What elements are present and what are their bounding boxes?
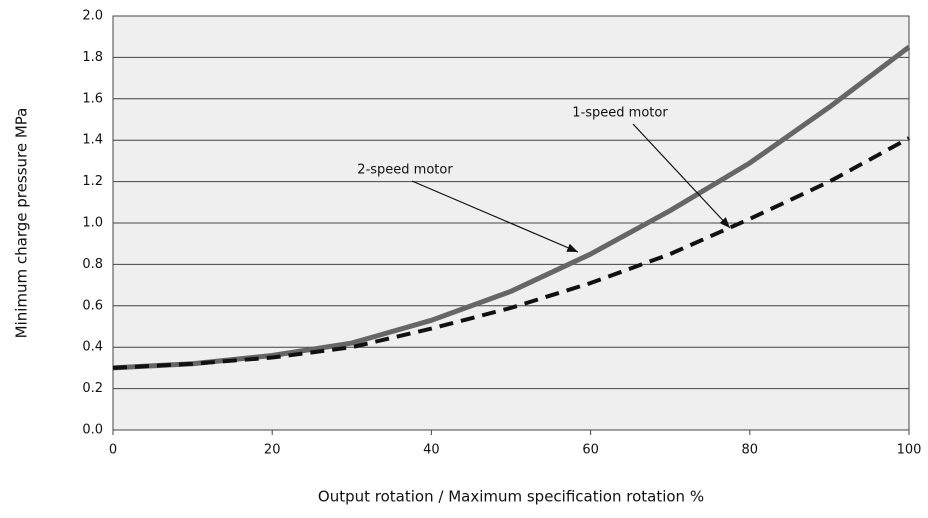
y-tick-label: 0.2 xyxy=(82,381,103,396)
x-axis-title: Output rotation / Maximum specification … xyxy=(318,488,704,506)
y-tick-label: 1.2 xyxy=(82,174,103,189)
annotation-arrow xyxy=(411,180,579,253)
x-tick-label: 80 xyxy=(742,443,759,458)
annotation-arrow xyxy=(632,123,731,229)
x-tick-label: 60 xyxy=(582,443,599,458)
x-tick-label: 40 xyxy=(423,443,440,458)
annotation-label: 2-speed motor xyxy=(357,163,453,178)
annotation-label: 1-speed motor xyxy=(572,106,668,121)
y-tick-label: 1.4 xyxy=(82,133,103,148)
y-tick-label: 0.8 xyxy=(82,257,103,272)
y-tick-label: 1.0 xyxy=(82,216,103,231)
y-tick-label: 2.0 xyxy=(82,9,103,24)
y-tick-label: 1.8 xyxy=(82,50,103,65)
y-tick-label: 0.4 xyxy=(82,340,103,355)
x-tick-label: 20 xyxy=(264,443,281,458)
y-tick-label: 0.0 xyxy=(82,423,103,438)
line-series xyxy=(112,136,910,370)
x-tick-label: 0 xyxy=(109,443,117,458)
y-tick-label: 1.6 xyxy=(82,91,103,106)
y-axis-title: Minimum charge pressure MPa xyxy=(13,108,31,339)
y-tick-label: 0.6 xyxy=(82,298,103,313)
x-tick-label: 100 xyxy=(897,443,922,458)
